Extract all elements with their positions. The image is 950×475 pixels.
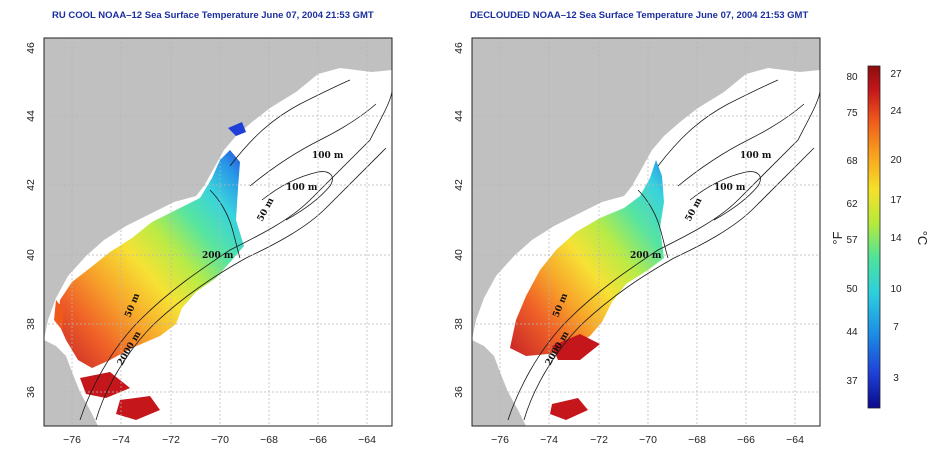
- colorbar: 80 75 68 62 57 50 44 37 °F 27 24 20 17 1…: [830, 65, 930, 409]
- x-tick: −76: [491, 434, 509, 446]
- celsius-tick: 14: [890, 233, 902, 244]
- right-grid: [472, 38, 820, 426]
- celsius-tick: 24: [890, 106, 902, 117]
- y-tick: 44: [453, 110, 465, 122]
- fahrenheit-tick: 37: [846, 376, 858, 387]
- y-tick: 40: [25, 249, 37, 261]
- x-tick: −68: [688, 434, 706, 446]
- land-mass: [44, 38, 392, 340]
- fahrenheit-tick: 68: [846, 156, 858, 167]
- fahrenheit-scale: 80 75 68 62 57 50 44 37: [846, 72, 858, 387]
- y-tick: 38: [453, 318, 465, 330]
- x-tick: −76: [63, 434, 81, 446]
- left-plot-frame: [43, 37, 393, 427]
- x-tick: −64: [786, 434, 804, 446]
- y-tick: 42: [25, 179, 37, 191]
- left-y-axis: 36 38 40 42 44 46: [25, 42, 37, 398]
- celsius-tick: 3: [893, 373, 899, 384]
- right-panel-title: DECLOUDED NOAA–12 Sea Surface Temperatur…: [470, 10, 809, 21]
- land-mass: [472, 38, 820, 340]
- contour-label: 100 m: [740, 151, 772, 161]
- left-grid: [44, 38, 392, 426]
- bathymetry-contours: [507, 79, 820, 421]
- x-tick: −70: [639, 434, 657, 446]
- fahrenheit-tick: 62: [846, 199, 858, 210]
- celsius-tick: 20: [890, 155, 902, 166]
- sst-patch-ss: [116, 396, 160, 420]
- land-mass-south: [44, 340, 98, 426]
- sst-patch-south: [80, 372, 130, 398]
- y-tick: 46: [453, 42, 465, 54]
- y-tick: 46: [25, 42, 37, 54]
- x-tick: −64: [358, 434, 376, 446]
- contour-label: 200 m: [202, 251, 234, 261]
- fahrenheit-tick: 50: [846, 284, 858, 295]
- x-tick: −66: [309, 434, 327, 446]
- right-y-axis: 36 38 40 42 44 46: [453, 42, 465, 398]
- sst-field: [58, 150, 244, 368]
- left-panel-title: RU COOL NOAA–12 Sea Surface Temperature …: [52, 10, 374, 21]
- left-map-panel: −76 −74 −72 −70 −68 −66 −64 36 38 40 42 …: [25, 37, 393, 446]
- x-tick: −70: [211, 434, 229, 446]
- x-tick: −66: [737, 434, 755, 446]
- x-tick: −74: [112, 434, 130, 446]
- left-x-axis: −76 −74 −72 −70 −68 −66 −64: [63, 434, 376, 446]
- x-tick: −68: [260, 434, 278, 446]
- celsius-scale: 27 24 20 17 14 10 7 3: [890, 69, 902, 384]
- sst-patch-ss: [550, 398, 588, 420]
- land-mass-south: [472, 340, 526, 426]
- bathymetry-contours: [79, 79, 392, 421]
- right-map-panel: −76 −74 −72 −70 −68 −66 −64 36 38 40 42 …: [453, 37, 821, 446]
- contour-label: 100 m: [714, 183, 746, 193]
- x-tick: −72: [590, 434, 608, 446]
- sst-patch-north: [228, 122, 246, 136]
- fahrenheit-label: °F: [830, 231, 845, 244]
- right-x-axis: −76 −74 −72 −70 −68 −66 −64: [491, 434, 804, 446]
- fahrenheit-tick: 80: [846, 72, 858, 83]
- y-tick: 42: [453, 179, 465, 191]
- sst-field: [510, 160, 664, 356]
- fahrenheit-tick: 75: [846, 108, 858, 119]
- colorbar-gradient: [867, 65, 881, 409]
- y-tick: 36: [453, 386, 465, 398]
- celsius-tick: 7: [893, 322, 899, 333]
- contour-label: 100 m: [312, 151, 344, 161]
- fahrenheit-tick: 57: [846, 235, 858, 246]
- celsius-tick: 27: [890, 69, 902, 80]
- celsius-tick: 10: [890, 284, 902, 295]
- y-tick: 40: [453, 249, 465, 261]
- sst-patch-south: [552, 334, 600, 360]
- x-tick: −72: [162, 434, 180, 446]
- contour-label: 200 m: [630, 251, 662, 261]
- y-tick: 38: [25, 318, 37, 330]
- x-tick: −74: [540, 434, 558, 446]
- right-plot-frame: [471, 37, 821, 427]
- sst-patch-bay: [54, 300, 64, 330]
- celsius-label: °C: [915, 231, 930, 246]
- celsius-tick: 17: [890, 195, 902, 206]
- y-tick: 36: [25, 386, 37, 398]
- fahrenheit-tick: 44: [846, 327, 858, 338]
- contour-label: 100 m: [286, 183, 318, 193]
- y-tick: 44: [25, 110, 37, 122]
